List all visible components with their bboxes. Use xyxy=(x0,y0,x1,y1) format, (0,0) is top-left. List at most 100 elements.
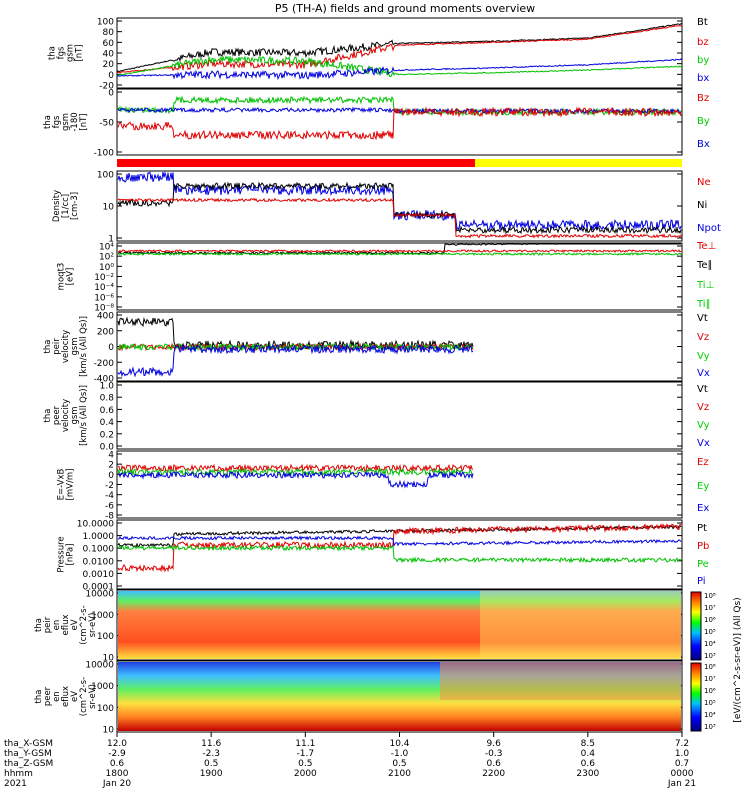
legend-entry: Ez xyxy=(697,457,709,468)
y-axis-label-line: sr-eV) xyxy=(88,613,98,638)
colorbar-tick: 10³ xyxy=(704,723,716,731)
y-tick-label: -4 xyxy=(105,491,114,501)
y-axis-label-line: [km/s (All Qs)] xyxy=(79,385,89,446)
legend-entry: Vt xyxy=(697,313,708,324)
colorbar-tick: 10⁶ xyxy=(704,687,716,695)
y-axis-label-line: (cm^2-s- xyxy=(79,605,89,644)
y-tick-label: 10000 xyxy=(85,661,114,671)
y-tick-label: 10⁰ xyxy=(99,263,114,273)
y-tick-label: 40 xyxy=(103,50,115,60)
y-tick-label: -400 xyxy=(94,375,115,385)
legend-entry: Pb xyxy=(697,541,709,552)
y-axis-label-line: fgs xyxy=(57,46,67,59)
y-tick-label: 10⁻² xyxy=(94,273,114,283)
legend-entry: Ex xyxy=(697,503,709,514)
colorbar-tick: 10⁸ xyxy=(704,592,716,600)
y-axis-label-line: fgs xyxy=(52,115,62,128)
y-tick-label: 0 xyxy=(108,71,114,81)
y-axis-label: Density [1/cc] [cm-3] xyxy=(52,190,80,222)
series-bx xyxy=(116,58,683,81)
y-axis-label-line: gsm xyxy=(70,337,80,355)
x-tick-label: 0000 xyxy=(671,769,694,779)
panel-frame xyxy=(116,88,683,156)
y-tick-label: 10⁻⁶ xyxy=(94,293,114,303)
legend-entry: By xyxy=(697,116,710,127)
y-tick-label: 10.0000 xyxy=(77,520,114,530)
legend-entry: Ey xyxy=(697,481,709,492)
y-axis-label-line: eV xyxy=(70,619,80,630)
series-line xyxy=(117,342,474,352)
y-axis-label-line: gsm xyxy=(66,44,76,62)
series-line xyxy=(117,463,474,473)
x-tick-label: 0.6 xyxy=(487,759,502,769)
legend-entry: Bz xyxy=(697,93,709,104)
y-axis-label-line: gsm xyxy=(61,113,71,131)
y-tick-label: -200 xyxy=(94,359,115,369)
y-axis-label-line: [eV] xyxy=(66,268,76,286)
y-axis-label: tha peir velocity gsm [km/s (All Qs)] xyxy=(43,316,89,377)
y-axis-label-line: Pressure xyxy=(57,536,67,572)
legend-entry: Pe xyxy=(697,559,709,570)
y-axis-label-line: tha xyxy=(43,115,53,129)
legend-entry: Te⊥ xyxy=(696,241,716,252)
x-tick-label: -1.0 xyxy=(391,749,409,759)
y-tick-label: 400 xyxy=(97,312,114,322)
legend-entry: Ne xyxy=(697,177,711,188)
panel-vi: 400 200 0 -200 -400 tha peir velocity gsm [km/s (… xyxy=(43,311,710,385)
y-axis-label-line: eV xyxy=(70,691,80,702)
series-line xyxy=(117,106,682,141)
y-axis-label-line: E=-VxB xyxy=(57,468,67,500)
y-axis-label-line: [cm-3] xyxy=(70,192,80,220)
x-row-label: tha_Z-GSM xyxy=(4,759,53,769)
y-tick-label: 1000 xyxy=(91,682,114,692)
plot-title: P5 (TH-A) fields and ground moments over… xyxy=(275,2,535,15)
series-bt xyxy=(116,23,683,73)
x-row-label: 2021 xyxy=(4,779,27,789)
mode-bar-red xyxy=(117,159,475,167)
y-axis-label-line: gsm xyxy=(70,406,80,424)
y-axis-label-line: en xyxy=(52,691,62,702)
y-axis-label-line: velocity xyxy=(61,399,71,432)
y-axis-label-line: eflux xyxy=(61,686,71,707)
y-axis-label: tha fgs gsm -180 [nT] xyxy=(43,112,89,131)
legend-entry: Vt xyxy=(697,384,708,395)
series-line xyxy=(117,544,682,564)
y-axis-label-line: (cm^2-s- xyxy=(79,677,89,716)
y-tick-label: 1 xyxy=(108,235,114,245)
y-tick-label: 0.2 xyxy=(100,430,114,440)
x-tick-label: Jan 20 xyxy=(102,779,131,789)
y-axis-label-line: tha xyxy=(34,618,44,632)
y-axis-label-line: Density xyxy=(52,190,62,222)
series-line xyxy=(117,249,682,254)
x-tick-label: -0.3 xyxy=(485,749,503,759)
y-tick-label: 200 xyxy=(97,327,114,337)
x-tick-label: 1.0 xyxy=(675,749,690,759)
x-tick-label: 12.0 xyxy=(107,739,127,749)
x-tick-label: 0.7 xyxy=(675,759,689,769)
y-tick-label: 0.4 xyxy=(100,418,115,428)
y-axis-label-line: sr-eV) xyxy=(88,684,98,709)
mode-bar-yellow xyxy=(475,159,682,167)
y-tick-label: 0 xyxy=(108,471,114,481)
spectrogram xyxy=(118,591,681,659)
panel-press: 10.0000 1.0000 0.1000 0.0100 0.0010 0.0001 Pre… xyxy=(57,519,709,593)
y-axis-label-line: peer xyxy=(52,405,62,425)
y-tick-label: 4 xyxy=(108,451,114,461)
panel-frame xyxy=(116,589,683,661)
x-tick-label: 2100 xyxy=(388,769,411,779)
y-tick-label: -50 xyxy=(99,119,114,129)
x-tick-label: Jan 21 xyxy=(667,779,696,789)
y-axis-label-line: peir xyxy=(52,338,62,355)
y-tick-label: 10000 xyxy=(85,590,114,600)
colorbar-tick: 10⁷ xyxy=(704,675,716,683)
legend-entry: Vx xyxy=(697,438,710,449)
x-row-label: tha_Y-GSM xyxy=(4,749,52,759)
legend-entry: Pt xyxy=(697,523,707,534)
panel-ve: 1.0 0.8 0.6 0.4 0.2 0.0 tha peer velocity gsm [km/… xyxy=(43,381,710,453)
y-tick-label: 1.0 xyxy=(100,382,115,392)
y-axis-label-line: moqt3 xyxy=(57,263,67,291)
colorbar-label-text: [eV/(cm^2-s-sr-eV)] (All Qs) xyxy=(733,597,743,722)
y-axis-label-line: eflux xyxy=(61,614,71,635)
